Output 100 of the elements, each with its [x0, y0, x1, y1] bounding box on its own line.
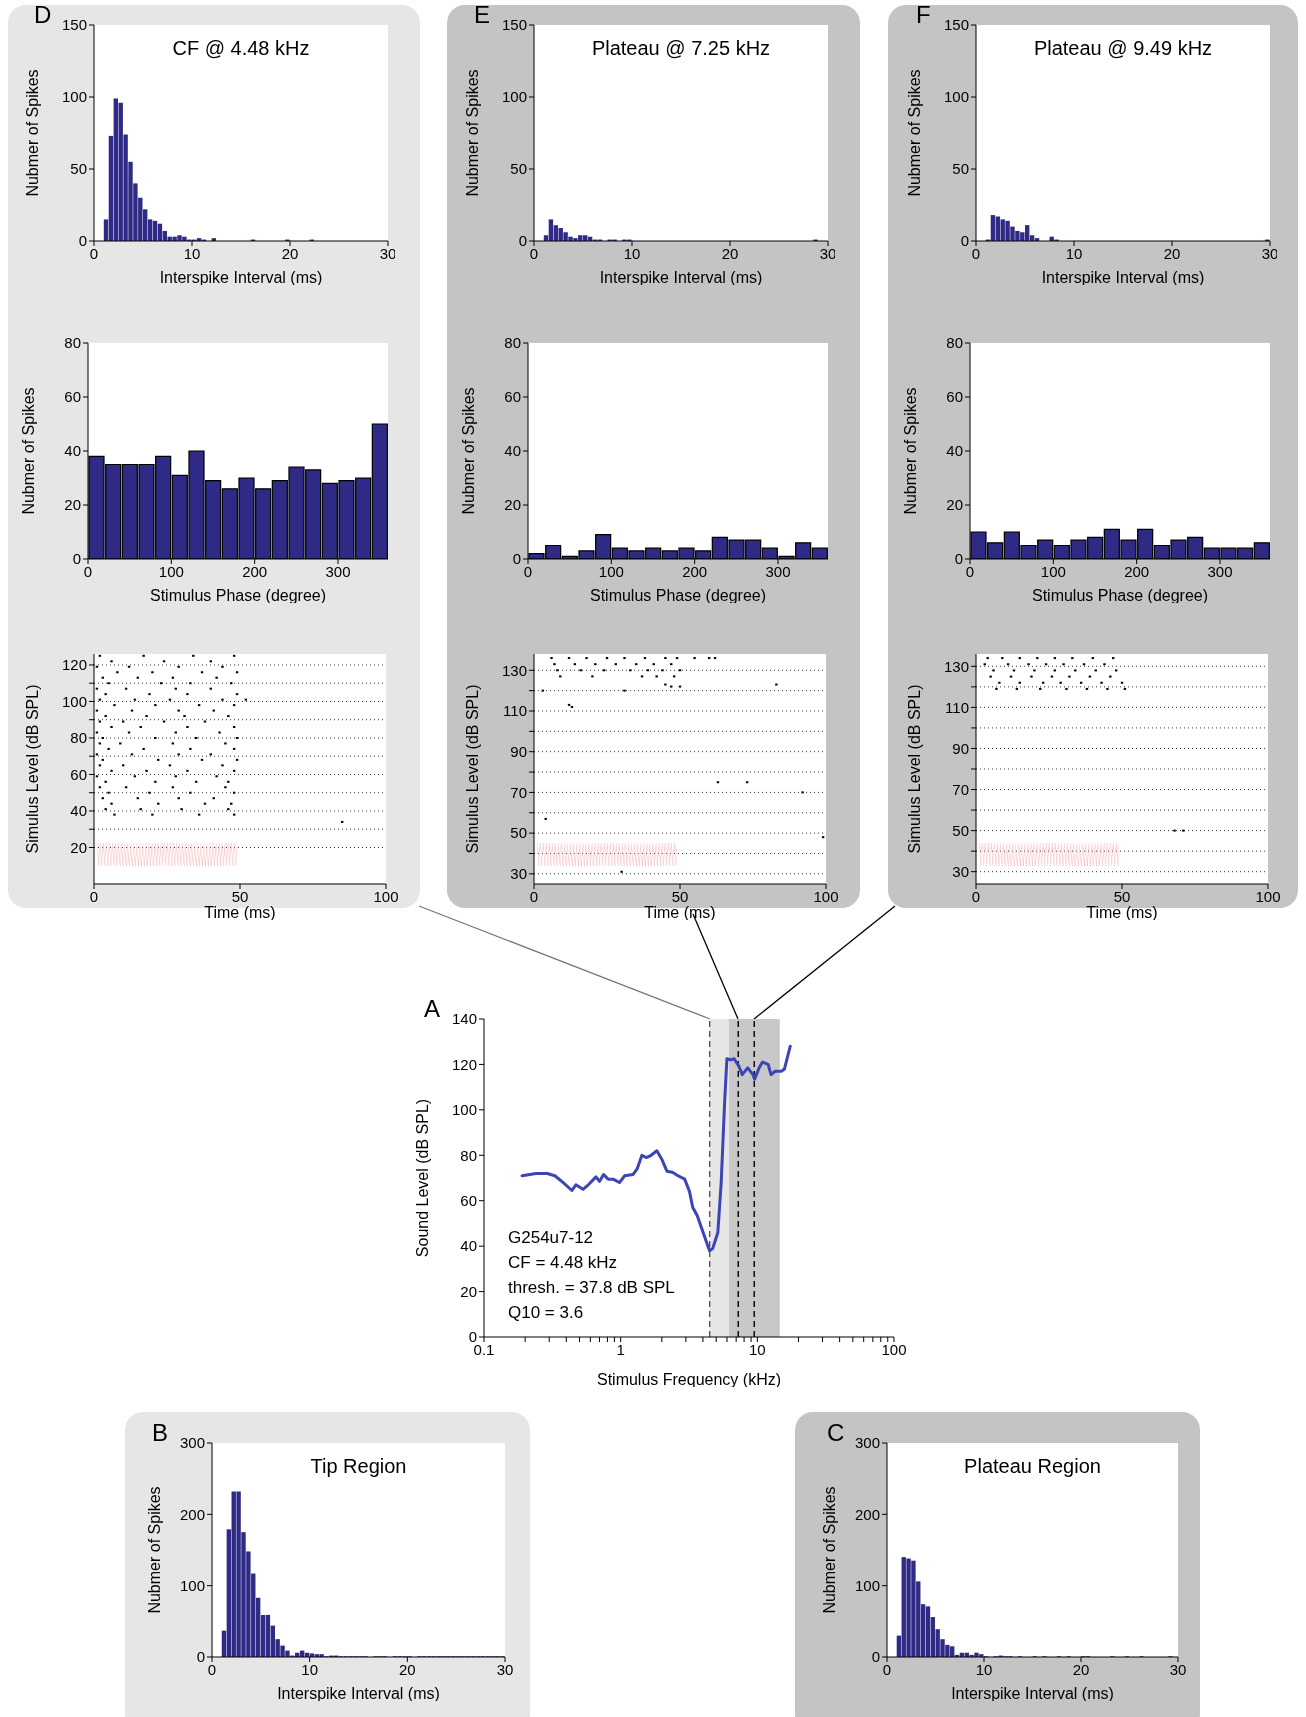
text: B — [152, 1419, 169, 1447]
y-tick-label: 80 — [70, 729, 87, 747]
y-tick-label: 40 — [946, 442, 963, 460]
x-tick-label: 30 — [379, 244, 397, 262]
y-tick-label: 90 — [952, 739, 969, 757]
y-tick-label: 50 — [952, 160, 969, 178]
x-tick-label: 50 — [231, 887, 249, 905]
y-tick-label: 80 — [460, 1146, 477, 1164]
y-tick-label: 200 — [854, 1505, 880, 1523]
x-tick-label: 10 — [975, 1660, 993, 1678]
y-axis-title: Sound Level (dB SPL) — [413, 1098, 431, 1258]
x-tick-label: 50 — [671, 887, 689, 905]
y-tick-label: 20 — [946, 496, 963, 514]
x-tick-label: 10 — [623, 244, 641, 262]
y-tick-label: 30 — [952, 863, 969, 880]
y-tick-label: 130 — [943, 657, 969, 675]
y-tick-label: 0 — [78, 232, 87, 250]
y-tick-label: 100 — [61, 88, 87, 106]
y-tick-label: 150 — [61, 16, 87, 34]
x-tick-label: 100 — [813, 887, 839, 905]
text: Plateau Region — [963, 1455, 1102, 1478]
x-tick-label: 100 — [373, 887, 399, 905]
y-axis-title: Nubmer of Spikes — [23, 69, 41, 197]
y-tick-label: 70 — [952, 780, 969, 798]
y-tick-label: 0 — [518, 232, 527, 250]
x-tick-label: 30 — [819, 244, 837, 262]
x-tick-label: 20 — [1072, 1660, 1090, 1678]
annotation: thresh. = 37.8 dB SPL — [508, 1277, 675, 1299]
x-tick-label: 0 — [89, 244, 99, 262]
y-tick-label: 50 — [952, 821, 969, 839]
x-tick-label: 200 — [682, 562, 708, 580]
text: Plateau @ 9.49 kHz — [1032, 37, 1214, 60]
y-tick-label: 30 — [510, 865, 527, 883]
annotation: G254u7-12 — [508, 1227, 595, 1249]
y-tick-label: 40 — [504, 442, 521, 460]
y-tick-label: 130 — [501, 661, 527, 679]
x-tick-label: 0 — [971, 887, 981, 905]
y-axis-title: Simulus Level (dB SPL) — [23, 684, 41, 854]
y-tick-label: 90 — [510, 743, 527, 761]
y-tick-label: 20 — [504, 496, 521, 514]
x-tick-label: 20 — [281, 244, 299, 262]
y-axis-title: Simulus Level (dB SPL) — [463, 684, 481, 854]
y-tick-label: 100 — [61, 692, 87, 710]
x-tick-label: 300 — [765, 562, 791, 580]
x-tick-label: 100 — [881, 1340, 907, 1358]
y-tick-label: 0 — [512, 550, 521, 568]
y-axis-title: Nubmer of Spikes — [145, 1486, 163, 1614]
y-tick-label: 200 — [179, 1505, 205, 1523]
x-tick-label: 50 — [1113, 887, 1131, 905]
y-tick-label: 80 — [946, 334, 963, 352]
y-tick-label: 20 — [64, 496, 81, 514]
x-tick-label: 100 — [1255, 887, 1281, 905]
y-axis-title: Nubmer of Spikes — [905, 69, 923, 197]
y-tick-label: 60 — [946, 388, 963, 406]
y-tick-label: 20 — [70, 838, 87, 856]
y-tick-label: 50 — [70, 160, 87, 178]
y-tick-label: 300 — [854, 1434, 880, 1452]
x-tick-label: 10 — [1065, 244, 1083, 262]
x-tick-label: 0 — [529, 244, 539, 262]
x-tick-label: 10 — [748, 1340, 766, 1358]
x-tick-label: 0 — [882, 1660, 892, 1678]
y-axis-title: Nubmer of Spikes — [820, 1486, 838, 1614]
y-axis-title: Nubmer of Spikes — [463, 69, 481, 197]
x-tick-label: 30 — [1169, 1660, 1187, 1678]
y-tick-label: 0 — [954, 550, 963, 568]
x-tick-label: 0 — [89, 887, 99, 905]
y-tick-label: 110 — [503, 702, 527, 720]
y-tick-label: 20 — [460, 1282, 477, 1300]
x-tick-label: 10 — [183, 244, 201, 262]
x-tick-label: 200 — [242, 562, 268, 580]
y-axis-title: Simulus Level (dB SPL) — [905, 684, 923, 854]
y-tick-label: 40 — [64, 442, 81, 460]
x-tick-label: 10 — [301, 1660, 319, 1678]
y-tick-label: 0 — [72, 550, 81, 568]
x-tick-label: 100 — [1040, 562, 1066, 580]
y-tick-label: 70 — [510, 783, 527, 801]
y-tick-label: 120 — [61, 656, 87, 674]
text: Tip Region — [309, 1455, 408, 1478]
y-tick-label: 50 — [510, 160, 527, 178]
y-tick-label: 0 — [871, 1648, 880, 1666]
y-tick-label: 100 — [179, 1576, 205, 1594]
y-axis-title: Nubmer of Spikes — [19, 387, 37, 515]
x-tick-label: 20 — [721, 244, 739, 262]
y-tick-label: 0 — [468, 1328, 477, 1346]
y-tick-label: 150 — [943, 16, 969, 34]
text: C — [827, 1419, 845, 1447]
x-tick-label: 0 — [529, 887, 539, 905]
y-tick-label: 80 — [504, 334, 521, 352]
y-axis-title: Nubmer of Spikes — [459, 387, 477, 515]
x-tick-label: 100 — [158, 562, 184, 580]
y-tick-label: 0 — [960, 232, 969, 250]
x-tick-label: 30 — [1261, 244, 1279, 262]
y-tick-label: 100 — [854, 1576, 880, 1594]
y-tick-label: 100 — [943, 88, 969, 106]
y-tick-label: 60 — [460, 1192, 477, 1210]
y-tick-label: 140 — [451, 1010, 477, 1028]
y-tick-label: 120 — [451, 1055, 477, 1073]
y-tick-label: 60 — [70, 765, 87, 783]
x-tick-label: 0 — [971, 244, 981, 262]
text: Plateau @ 7.25 kHz — [590, 37, 772, 60]
